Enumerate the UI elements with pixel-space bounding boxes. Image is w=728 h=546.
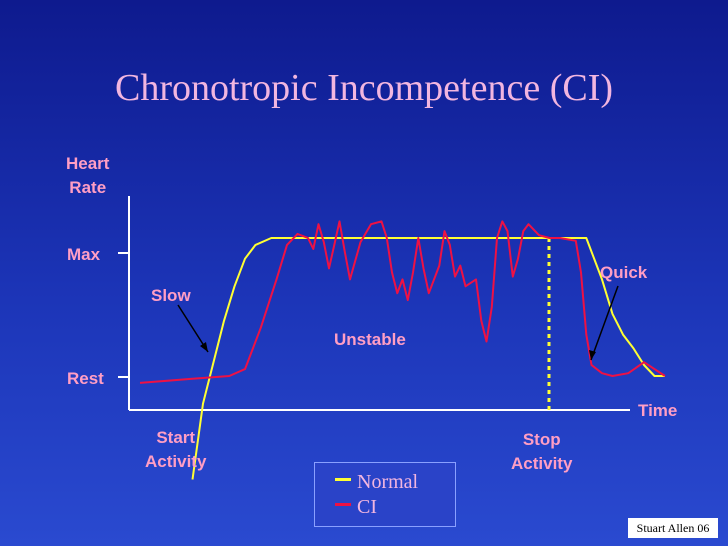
- legend: Normal CI: [314, 462, 456, 527]
- y-axis-label: Heart Rate: [66, 154, 110, 197]
- credit-label: Stuart Allen 06: [628, 518, 718, 538]
- legend-label-normal: Normal: [357, 471, 419, 493]
- y-tick-max: Max: [67, 245, 101, 264]
- slow-arrowhead: [200, 342, 208, 352]
- slow-annotation: Slow: [151, 286, 191, 305]
- legend-item-ci: CI: [335, 495, 377, 519]
- legend-label-ci: CI: [357, 496, 377, 518]
- legend-swatch-normal: [335, 477, 351, 481]
- series-line-ci: [139, 220, 666, 384]
- quick-arrowhead: [589, 350, 596, 360]
- series-line-normal: [191, 237, 665, 480]
- chart-title: Chronotropic Incompetence (CI): [114, 67, 614, 109]
- start-activity-label: Start Activity: [145, 428, 207, 471]
- legend-item-normal: Normal: [335, 470, 418, 494]
- stop-activity-label: Stop Activity: [511, 430, 573, 473]
- quick-annotation: Quick: [600, 263, 648, 282]
- x-axis-label: Time: [638, 401, 678, 420]
- legend-swatch-ci: [335, 502, 351, 506]
- y-tick-rest: Rest: [67, 369, 104, 388]
- unstable-annotation: Unstable: [334, 330, 406, 349]
- quick-arrow: [590, 285, 619, 361]
